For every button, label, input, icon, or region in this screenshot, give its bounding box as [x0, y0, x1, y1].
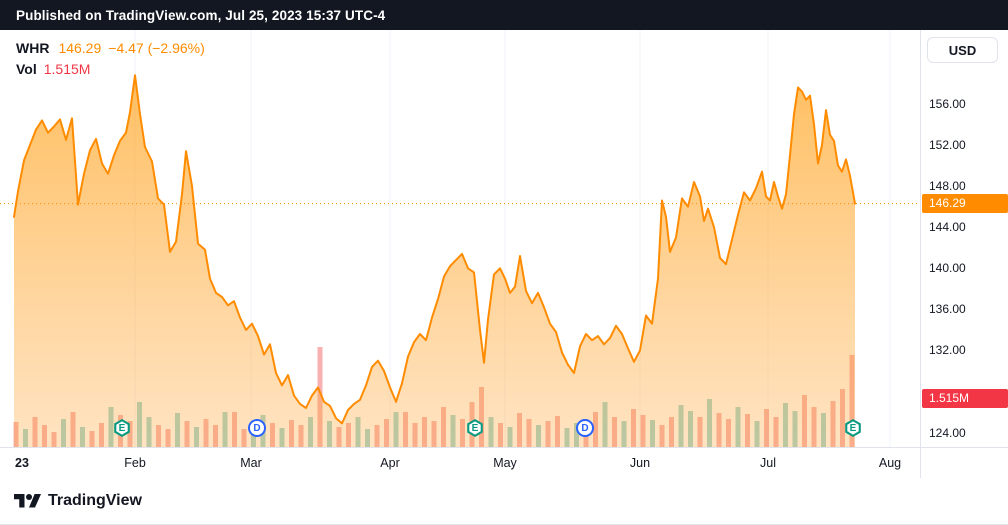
earnings-marker[interactable]: E: [467, 419, 483, 437]
svg-text:D: D: [581, 423, 588, 434]
earnings-marker[interactable]: E: [114, 419, 130, 437]
tradingview-logo-icon[interactable]: [14, 491, 41, 512]
chart-area[interactable]: E D E D E WHR 146.29 −4.47 (−2.96%) Vol 1.515M: [0, 30, 920, 447]
svg-text:D: D: [253, 423, 260, 434]
last-price-value: 146.29: [58, 40, 102, 56]
legend-volume-row: Vol 1.515M: [16, 59, 205, 80]
price-axis[interactable]: USD 146.29 1.515M 156.00 152.00 148.00 144.…: [920, 30, 1008, 478]
earnings-marker[interactable]: E: [845, 419, 861, 437]
volume-label: Vol: [16, 61, 37, 77]
dividend-marker[interactable]: D: [576, 419, 594, 437]
time-tick-label: Jul: [760, 456, 776, 470]
time-tick-label: Jun: [629, 456, 651, 470]
price-tick-label: 140.00: [929, 261, 966, 276]
svg-text:E: E: [119, 423, 126, 434]
symbol-label: WHR: [16, 40, 50, 56]
time-axis[interactable]: 23 Feb Mar Apr May Jun Jul Aug: [0, 447, 1008, 478]
time-tick-label: May: [493, 456, 517, 470]
tradingview-brand-link[interactable]: TradingView: [48, 492, 142, 509]
dividend-marker[interactable]: D: [248, 419, 266, 437]
price-line: [13, 74, 856, 425]
legend-price-row: WHR 146.29 −4.47 (−2.96%): [16, 38, 205, 59]
price-tick-label: 132.00: [929, 343, 966, 358]
area-fill: [14, 75, 855, 447]
price-tick-label: 124.00: [929, 425, 966, 440]
price-change-value: −4.47 (−2.96%): [108, 40, 205, 56]
time-tick-label: Apr: [380, 456, 400, 470]
price-tick-label: 144.00: [929, 220, 966, 235]
publish-text: Published on TradingView.com, Jul 25, 20…: [16, 7, 386, 23]
price-tick-label: 156.00: [929, 96, 966, 111]
time-tick-label: Aug: [878, 456, 902, 470]
current-volume-badge: 1.515M: [922, 389, 1008, 408]
price-tick-label: 148.00: [929, 179, 966, 194]
price-tick-label: 152.00: [929, 138, 966, 153]
time-tick-label: Mar: [240, 456, 262, 470]
time-tick-label: 23: [15, 456, 29, 470]
publish-bar: Published on TradingView.com, Jul 25, 20…: [0, 0, 1008, 30]
svg-text:E: E: [850, 423, 857, 434]
price-tick-label: 136.00: [929, 302, 966, 317]
footer: TradingView: [0, 478, 1008, 525]
svg-text:E: E: [472, 423, 479, 434]
current-price-badge: 146.29: [922, 194, 1008, 214]
time-tick-label: Feb: [124, 456, 146, 470]
chart-legend: WHR 146.29 −4.47 (−2.96%) Vol 1.515M: [16, 38, 205, 80]
currency-button[interactable]: USD: [927, 37, 998, 63]
volume-value: 1.515M: [43, 61, 91, 77]
